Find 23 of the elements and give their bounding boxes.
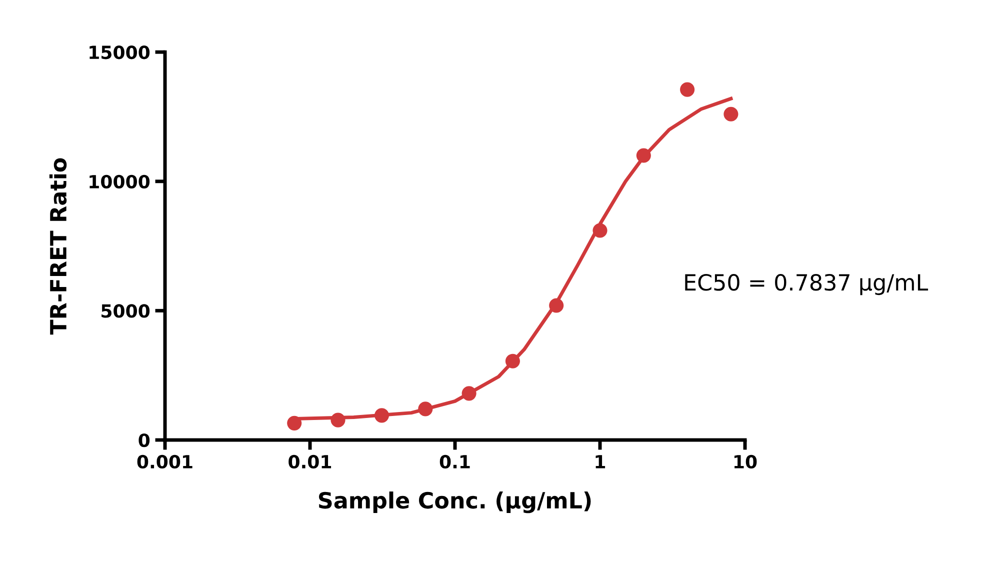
- x-tick-label: 0.1: [440, 454, 470, 469]
- y-tick-label: 15000: [90, 46, 150, 60]
- x-axis-title: Sample Conc. (µg/mL): [318, 491, 591, 514]
- y-tick-label: 0: [138, 433, 150, 448]
- point: [374, 408, 390, 423]
- x-tick-label: 0.01: [288, 454, 332, 469]
- y-tick-label: 10000: [90, 174, 150, 188]
- point: [592, 223, 608, 238]
- point: [505, 354, 520, 368]
- point: [724, 106, 738, 122]
- x-tick-label: 10: [734, 454, 757, 469]
- annotation: EC50 = 0.7837 µg/mL: [685, 274, 928, 296]
- point: [636, 148, 651, 163]
- point: [330, 412, 346, 428]
- y-tick-label: 5000: [102, 304, 150, 318]
- point: [549, 298, 564, 313]
- point: [418, 402, 433, 416]
- x-tick-label: 0.001: [137, 454, 192, 469]
- point: [287, 416, 302, 430]
- y-axis-title: TR-FRET Ratio: [49, 158, 67, 335]
- x-tick-label: 1: [596, 455, 606, 468]
- point: [680, 82, 695, 97]
- point: [462, 386, 476, 401]
